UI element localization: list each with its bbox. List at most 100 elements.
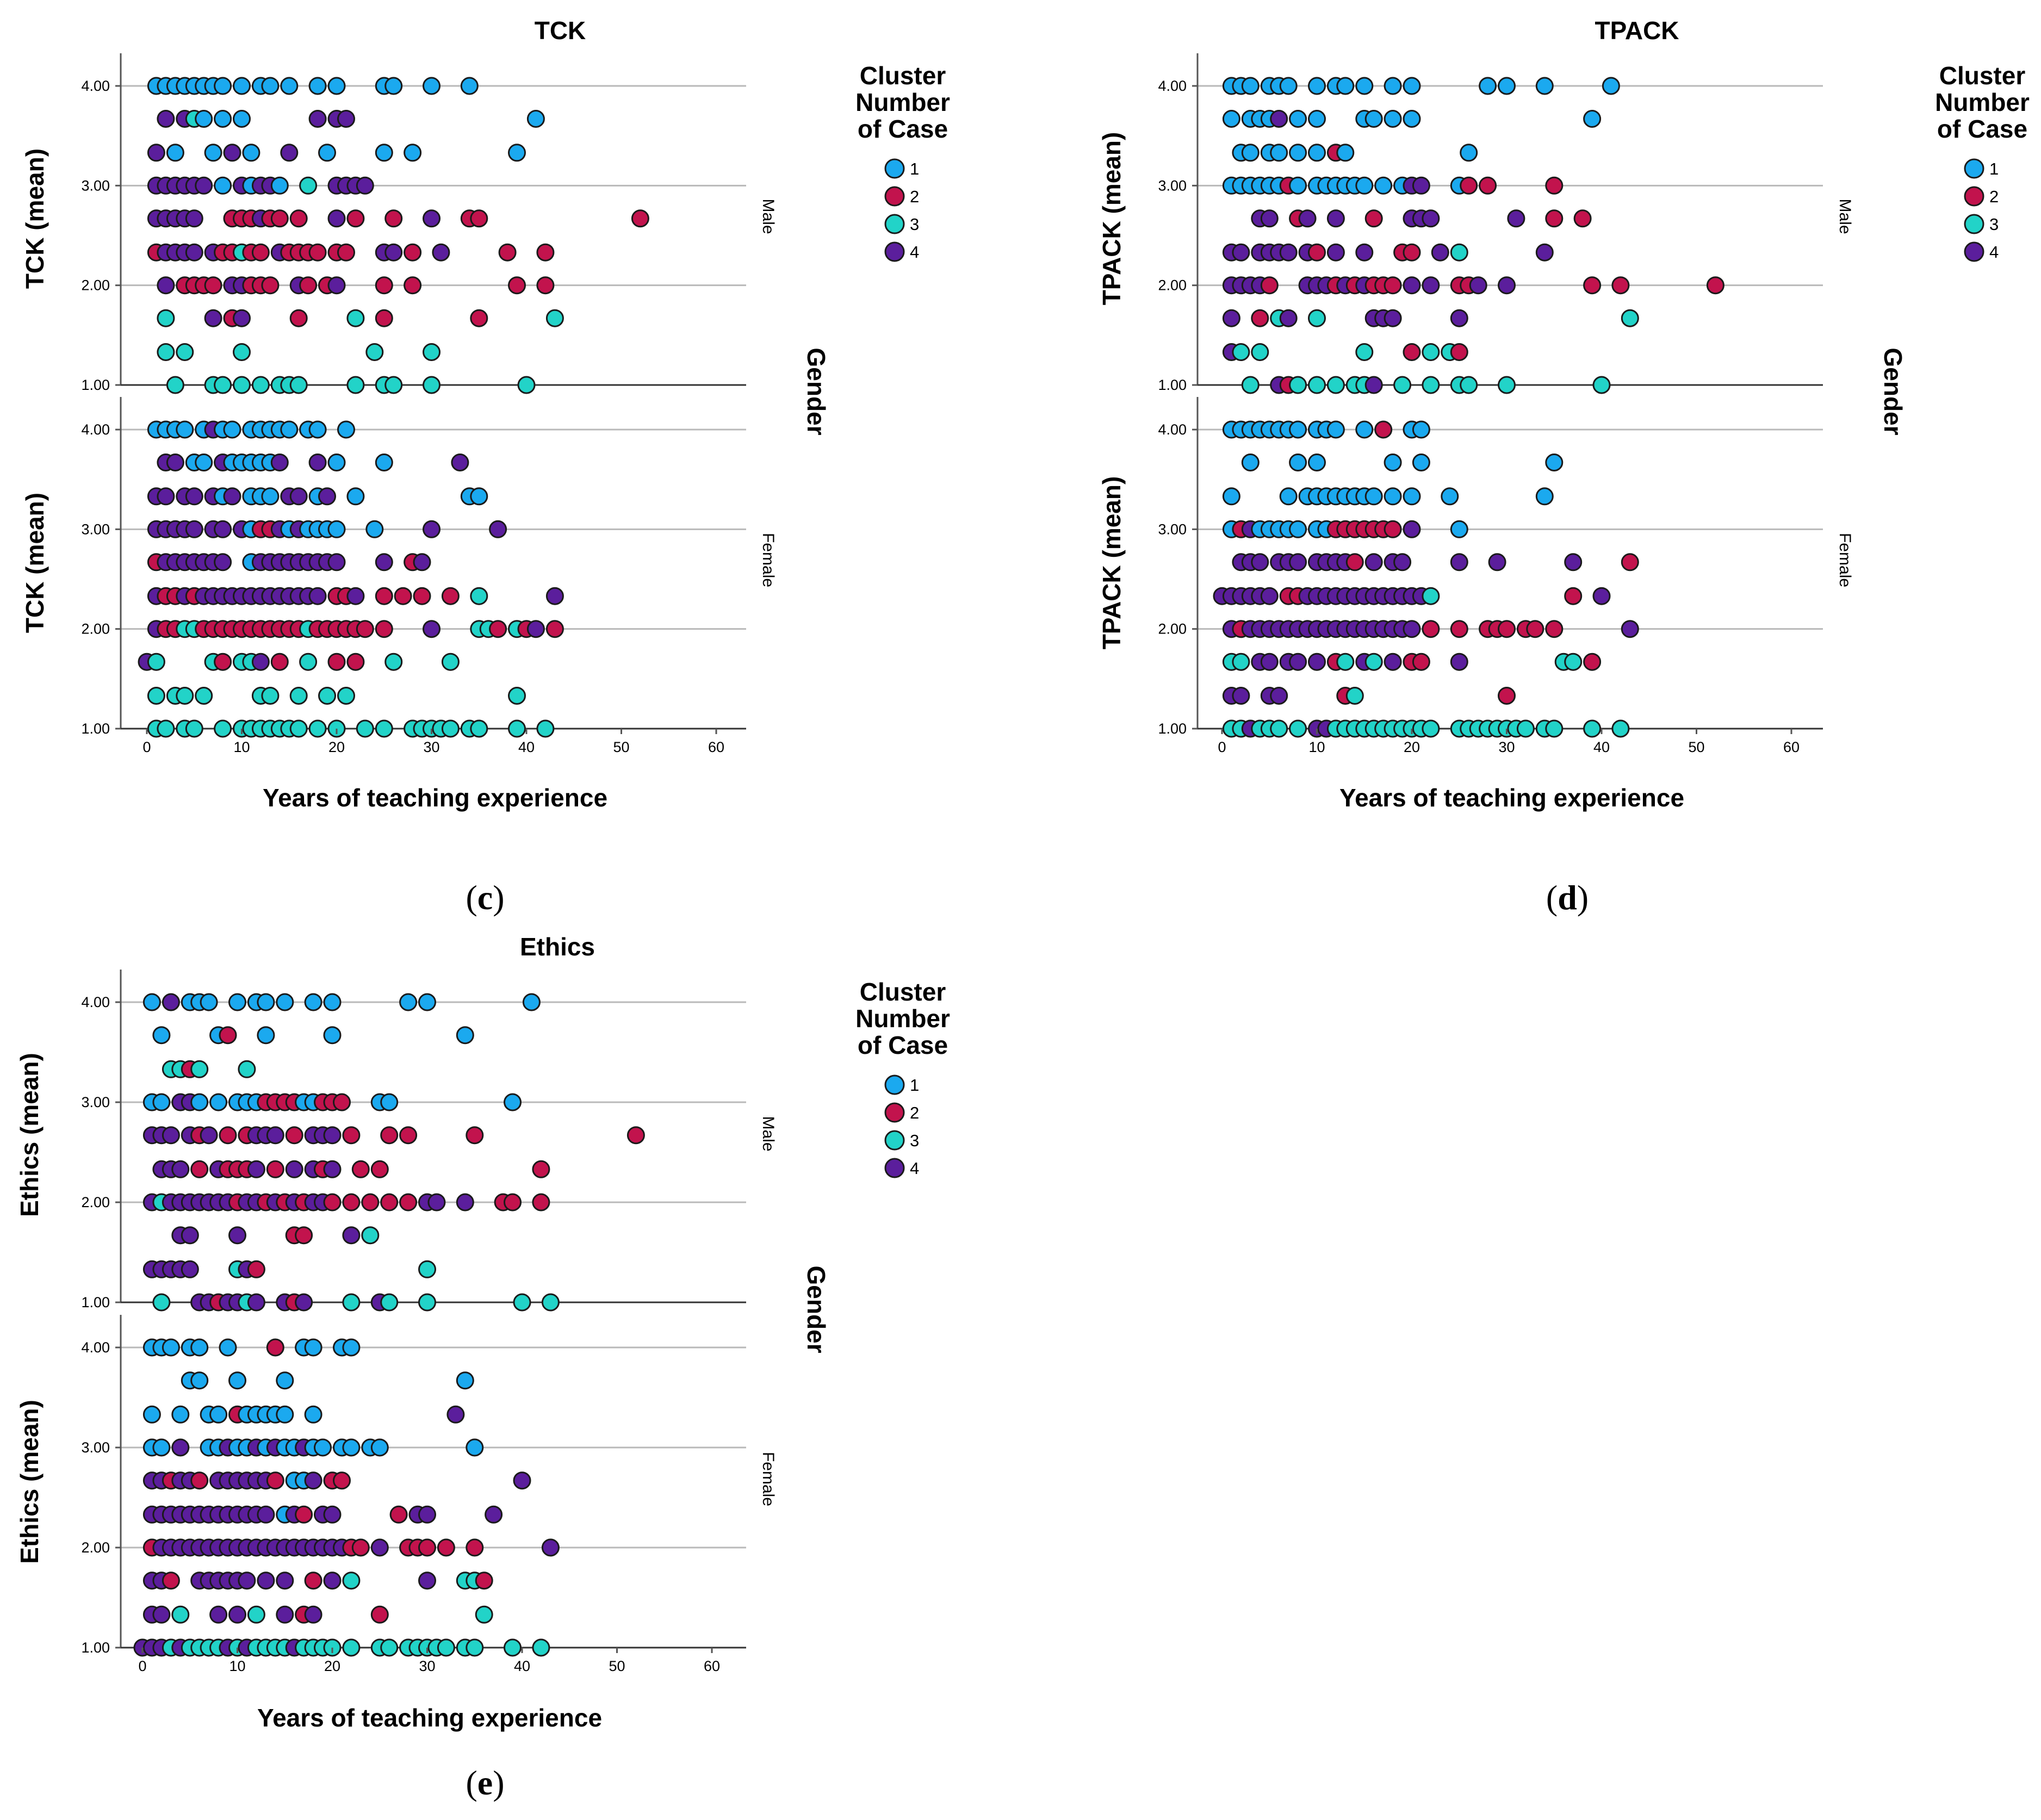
y-tick-label: 3.00 — [81, 1439, 110, 1456]
data-point-cluster-2 — [437, 1538, 455, 1557]
data-point-cluster-2 — [1545, 209, 1564, 228]
legend-label-2: 2 — [1989, 187, 1999, 206]
data-point-cluster-3 — [508, 687, 526, 705]
data-point-cluster-2 — [536, 276, 555, 295]
x-tick-label: 50 — [613, 739, 629, 755]
data-point-cluster-3 — [190, 1060, 209, 1078]
data-points — [133, 1338, 560, 1657]
data-point-cluster-4 — [375, 553, 393, 572]
data-point-cluster-1 — [1403, 77, 1421, 95]
data-point-cluster-1 — [228, 993, 246, 1011]
x-tick-label: 40 — [1593, 739, 1610, 755]
data-point-cluster-4 — [342, 1226, 361, 1245]
y-tick-label: 3.00 — [1158, 177, 1187, 194]
data-point-cluster-3 — [380, 1293, 399, 1312]
data-point-cluster-2 — [285, 1126, 303, 1145]
data-point-cluster-3 — [536, 719, 555, 738]
data-point-cluster-1 — [152, 1026, 171, 1045]
data-point-cluster-2 — [1403, 243, 1421, 262]
data-point-cluster-1 — [460, 77, 479, 95]
data-point-cluster-2 — [295, 1226, 313, 1245]
legend-title-line-2: Number — [855, 1004, 950, 1033]
legend-marker-4 — [884, 241, 905, 262]
data-point-cluster-4 — [318, 487, 336, 506]
legend-marker-1 — [884, 158, 905, 179]
legend: Cluster Number of Case 1 2 3 4 — [855, 978, 950, 1178]
data-point-cluster-4 — [1289, 553, 1307, 572]
data-point-cluster-3 — [251, 376, 270, 394]
data-point-cluster-3 — [157, 309, 175, 327]
legend-title-line-3: of Case — [1937, 115, 2027, 143]
data-point-cluster-4 — [413, 553, 431, 572]
data-point-cluster-3 — [346, 309, 365, 327]
data-point-cluster-4 — [1507, 209, 1525, 228]
data-point-cluster-1 — [1450, 520, 1468, 538]
data-point-cluster-1 — [142, 993, 161, 1011]
data-point-cluster-2 — [1526, 620, 1544, 638]
data-point-cluster-2 — [1308, 243, 1326, 262]
data-point-cluster-4 — [541, 1538, 560, 1557]
data-point-cluster-3 — [342, 1571, 361, 1590]
data-point-cluster-4 — [451, 454, 469, 471]
data-point-cluster-3 — [545, 309, 564, 327]
data-point-cluster-2 — [1621, 553, 1639, 572]
data-point-cluster-4 — [423, 620, 441, 638]
x-axis-label: Years of teaching experience — [257, 1704, 602, 1732]
x-tick-label: 30 — [423, 739, 439, 755]
data-point-cluster-4 — [1431, 243, 1449, 262]
legend-title-line-2: Number — [1935, 88, 2030, 116]
data-point-cluster-4 — [418, 1505, 436, 1524]
legend-label-3: 3 — [1989, 215, 1999, 234]
data-point-cluster-3 — [214, 719, 232, 738]
x-tick-label: 60 — [708, 739, 724, 755]
panel-label-female: Female — [759, 533, 777, 587]
data-point-cluster-1 — [1241, 77, 1260, 95]
data-point-cluster-3 — [1460, 376, 1478, 394]
y-tick-label: 2.00 — [1158, 621, 1187, 637]
data-point-cluster-1 — [508, 144, 526, 162]
data-point-cluster-1 — [365, 520, 384, 538]
data-point-cluster-2 — [270, 653, 289, 671]
gender-label: Gender — [802, 1265, 830, 1353]
data-point-cluster-1 — [228, 1371, 246, 1390]
data-point-cluster-4 — [1384, 309, 1402, 327]
data-point-cluster-1 — [375, 144, 393, 162]
data-point-cluster-4 — [285, 1160, 303, 1178]
data-point-cluster-1 — [314, 1438, 332, 1457]
data-point-cluster-2 — [261, 276, 280, 295]
data-point-cluster-4 — [304, 1605, 322, 1624]
data-point-cluster-2 — [270, 209, 289, 228]
y-axis-label-male: TPACK (mean) — [1097, 132, 1126, 306]
x-tick-label: 40 — [514, 1658, 530, 1674]
data-point-cluster-1 — [1241, 454, 1260, 471]
data-point-cluster-3 — [1326, 376, 1345, 394]
data-point-cluster-4 — [526, 620, 545, 638]
data-point-cluster-1 — [214, 110, 232, 128]
data-point-cluster-1 — [1289, 520, 1307, 538]
data-point-cluster-3 — [1355, 343, 1374, 361]
data-point-cluster-2 — [380, 1193, 399, 1212]
panel-male: 1.00 2.00 3.00 4.00 — [81, 970, 746, 1312]
data-point-cluster-2 — [375, 276, 393, 295]
panel-label-male: Male — [759, 198, 777, 234]
legend-title-line-3: of Case — [858, 1031, 948, 1059]
data-point-cluster-2 — [337, 243, 355, 262]
x-tick-label: 0 — [142, 739, 151, 755]
data-point-cluster-4 — [295, 1293, 313, 1312]
x-tick-label: 50 — [1688, 739, 1704, 755]
y-tick-label: 3.00 — [1158, 521, 1187, 537]
data-point-cluster-1 — [171, 1405, 190, 1424]
plot-c: 1.00 2.00 3.00 4.00 1.00 2.00 3.00 4.00 0 10 20 30 4… — [81, 53, 746, 755]
data-point-cluster-4 — [456, 1193, 474, 1212]
data-point-cluster-1 — [280, 420, 299, 439]
y-tick-label: 4.00 — [81, 421, 110, 438]
data-point-cluster-4 — [1403, 520, 1421, 538]
data-point-cluster-1 — [1403, 487, 1421, 506]
data-point-cluster-1 — [1222, 110, 1240, 128]
data-point-cluster-4 — [1326, 243, 1345, 262]
data-point-cluster-1 — [162, 1338, 180, 1357]
data-point-cluster-4 — [1403, 620, 1421, 638]
data-point-cluster-3 — [1450, 243, 1468, 262]
chart-title: TPACK — [1595, 16, 1679, 45]
data-point-cluster-1 — [209, 1093, 228, 1111]
